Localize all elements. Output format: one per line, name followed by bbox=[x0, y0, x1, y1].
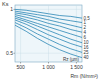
chart: 5001 0001 5000.510,5124610162540KsRm (N/… bbox=[0, 0, 100, 80]
series-label: 1 bbox=[84, 20, 87, 25]
y-axis-label: Ks bbox=[2, 1, 9, 7]
series-label: 6 bbox=[84, 35, 87, 40]
y-grid bbox=[15, 53, 82, 54]
series-line bbox=[15, 25, 82, 57]
y-grid bbox=[15, 9, 82, 10]
x-tick-label: 500 bbox=[16, 64, 25, 70]
y-tick bbox=[14, 53, 16, 54]
annotation: Rz (µm) bbox=[63, 57, 80, 62]
series-label: 4 bbox=[84, 30, 87, 35]
y-tick-label: 0.5 bbox=[6, 50, 13, 56]
series-line bbox=[15, 13, 82, 28]
series-line bbox=[15, 15, 82, 33]
series-label: 25 bbox=[84, 50, 90, 55]
lines bbox=[15, 9, 82, 57]
series-label: 16 bbox=[84, 45, 90, 50]
plot-frame bbox=[15, 5, 82, 62]
series-line bbox=[15, 23, 82, 53]
y-tick-label: 1 bbox=[10, 6, 13, 12]
x-tick-label: 1 500 bbox=[70, 64, 83, 70]
x-tick-label: 1 000 bbox=[42, 64, 55, 70]
x-axis-label: Rm (N/mm²) bbox=[71, 73, 99, 79]
y-tick bbox=[14, 9, 16, 10]
x-grid bbox=[76, 5, 77, 62]
series-line bbox=[15, 20, 82, 47]
series-label: 40 bbox=[84, 55, 90, 60]
